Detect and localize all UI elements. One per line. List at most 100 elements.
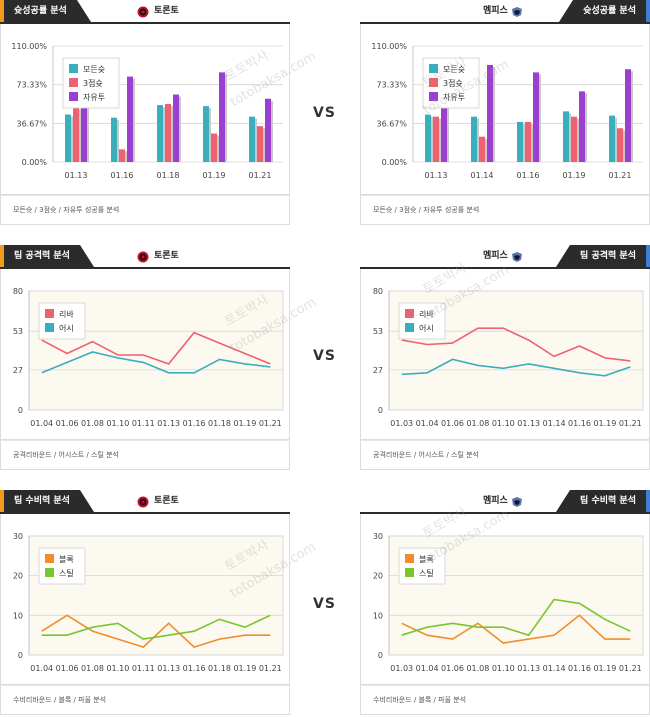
y-tick-label: 36.67% (16, 119, 47, 128)
vs-label: VS (313, 105, 336, 121)
series-line (41, 351, 271, 374)
panel-tab-title: 팀 공격력 분석 (0, 245, 94, 267)
bar (479, 136, 485, 162)
bar (111, 117, 117, 162)
team-name: 멤피스 (483, 0, 528, 22)
bar (127, 76, 133, 162)
bar (219, 72, 225, 162)
legend-label: 리바 (59, 309, 74, 319)
vs-label: VS (313, 596, 336, 612)
bar (433, 116, 439, 162)
chart-caption: 모든슛 / 3점슛 / 자유투 성공률 분석 (360, 195, 650, 225)
legend-box (398, 547, 446, 585)
legend-label: 블록 (419, 554, 434, 564)
y-tick-label: 0 (378, 651, 383, 660)
x-tick-label: 01.10 (492, 419, 515, 428)
team-name: 토론토 (137, 245, 179, 267)
x-tick-label: 01.10 (106, 419, 129, 428)
x-tick-label: 01.04 (30, 419, 53, 428)
bar (249, 116, 255, 162)
x-tick-label: 01.18 (208, 419, 231, 428)
panel-defense-left: 팀 수비력 분석 토론토 0 10 20 30 01.04 01.06 01.08 01.10… (0, 490, 290, 715)
bar (165, 104, 171, 162)
panel-header: 슛성공률 분석 토론토 (0, 0, 290, 24)
raptors-logo-icon (137, 5, 149, 17)
legend-label: 3점슛 (83, 78, 103, 88)
x-tick-label: 01.03 (390, 664, 413, 673)
team-name-text: 멤피스 (483, 496, 508, 506)
y-tick-label: 36.67% (376, 119, 407, 128)
bar (257, 126, 263, 162)
legend-label: 스틸 (59, 568, 74, 578)
legend-box (398, 302, 446, 340)
x-tick-label: 01.13 (425, 171, 448, 180)
x-tick-label: 01.16 (568, 419, 591, 428)
bar (157, 105, 163, 162)
x-tick-label: 01.14 (471, 171, 494, 180)
legend-swatch (429, 64, 438, 73)
bar (73, 107, 79, 162)
y-tick-label: 27 (373, 366, 383, 375)
y-tick-label: 73.33% (376, 81, 407, 90)
chart-caption: 수비리바운드 / 블록 / 파울 분석 (0, 685, 290, 715)
y-tick-label: 53 (373, 327, 383, 336)
grizzlies-logo-icon (511, 495, 523, 507)
team-name-text: 토론토 (154, 496, 179, 506)
panel-tab-title: 팀 공격력 분석 (556, 245, 650, 267)
bar (609, 115, 615, 162)
x-tick-label: 01.04 (30, 664, 53, 673)
series-line (401, 598, 631, 637)
y-tick-label: 30 (13, 532, 23, 541)
panel-tab-title: 팀 수비력 분석 (556, 490, 650, 512)
bar (571, 116, 577, 162)
x-tick-label: 01.19 (203, 171, 226, 180)
panel-header: 팀 수비력 분석 토론토 (0, 490, 290, 514)
legend-label: 자유투 (443, 93, 465, 102)
x-tick-label: 01.11 (132, 664, 155, 673)
y-tick-label: 10 (373, 611, 383, 620)
x-tick-label: 01.19 (563, 171, 586, 180)
y-tick-label: 0 (378, 406, 383, 415)
panel-tab-title: 슛성공률 분석 (0, 0, 91, 22)
x-tick-label: 01.16 (517, 171, 540, 180)
legend-label: 블록 (59, 554, 74, 564)
x-tick-label: 01.08 (466, 664, 489, 673)
y-tick-label: 53 (13, 327, 23, 336)
team-name: 멤피스 (483, 245, 528, 267)
raptors-logo-icon (137, 250, 149, 262)
y-tick-label: 20 (13, 572, 23, 581)
x-tick-label: 01.06 (441, 419, 464, 428)
y-tick-label: 20 (373, 572, 383, 581)
x-tick-label: 01.13 (517, 664, 540, 673)
bar (119, 149, 125, 162)
legend-label: 모든슛 (83, 65, 105, 74)
y-tick-label: 80 (373, 287, 383, 296)
legend-label: 모든슛 (443, 65, 465, 74)
legend-label: 스틸 (419, 568, 434, 578)
chart-area: 0 10 20 30 01.04 01.06 01.08 01.10 01.11 01.13 01.… (0, 514, 290, 685)
bar (203, 106, 209, 162)
y-tick-label: 110.00% (371, 42, 407, 51)
x-tick-label: 01.21 (619, 664, 642, 673)
bar (617, 128, 623, 162)
x-tick-label: 01.19 (593, 419, 616, 428)
series-line (401, 614, 631, 644)
panel-offense-right: 멤피스 팀 공격력 분석 0 27 53 80 01.03 01.04 01.06 01.08… (360, 245, 650, 470)
x-tick-label: 01.16 (183, 664, 206, 673)
bar (487, 64, 493, 162)
legend-swatch (45, 323, 54, 332)
x-tick-label: 01.06 (56, 419, 79, 428)
legend-swatch (45, 554, 54, 563)
bar (441, 93, 447, 162)
legend-swatch (69, 64, 78, 73)
x-tick-label: 01.14 (543, 664, 566, 673)
x-tick-label: 01.08 (81, 664, 104, 673)
y-tick-label: 0 (18, 651, 23, 660)
x-tick-label: 01.04 (416, 664, 439, 673)
panel-header: 멤피스 슛성공률 분석 (360, 0, 650, 24)
legend-swatch (69, 92, 78, 101)
team-name-text: 토론토 (154, 6, 179, 16)
x-tick-label: 01.11 (132, 419, 155, 428)
series-line (41, 614, 271, 649)
team-name: 멤피스 (483, 490, 528, 512)
